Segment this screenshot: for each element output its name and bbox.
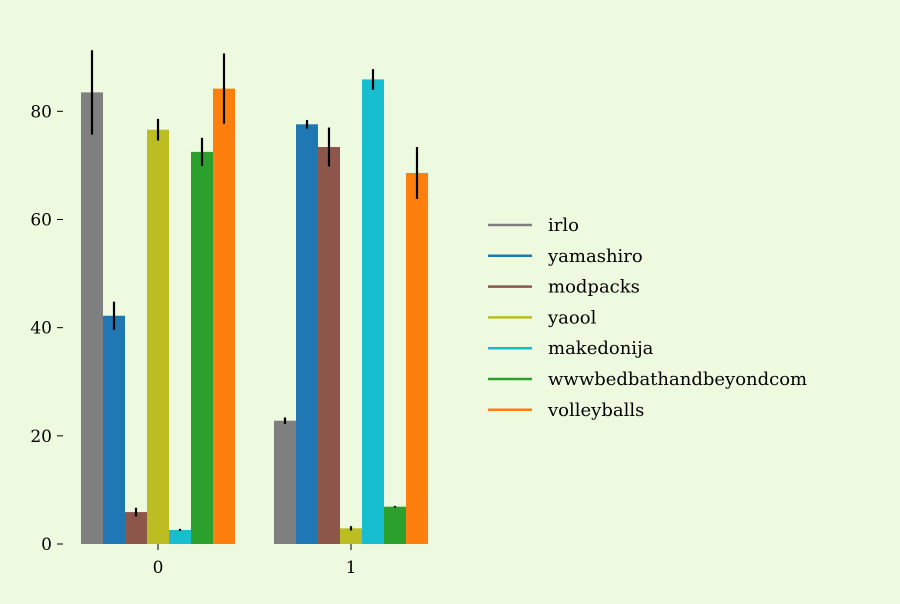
legend-label-modpacks: modpacks bbox=[548, 277, 640, 298]
y-tick-label: 0 bbox=[41, 535, 52, 555]
legend-label-volleyballs: volleyballs bbox=[547, 400, 644, 421]
bar-wwwbedbathandbeyondcom-0 bbox=[191, 151, 213, 544]
y-tick-label: 20 bbox=[30, 427, 52, 447]
y-tick-label: 40 bbox=[30, 319, 52, 339]
y-tick-label: 80 bbox=[30, 102, 52, 122]
x-tick-label: 0 bbox=[153, 558, 164, 578]
bar-modpacks-0 bbox=[125, 512, 147, 544]
bar-yaool-0 bbox=[147, 129, 169, 544]
bar-volleyballs-0 bbox=[213, 88, 235, 544]
y-tick-label: 60 bbox=[30, 210, 52, 230]
legend-label-irlo: irlo bbox=[548, 215, 579, 236]
bar-makedonija-0 bbox=[169, 529, 191, 544]
bar-irlo-0 bbox=[81, 92, 103, 545]
legend-label-yamashiro: yamashiro bbox=[547, 246, 643, 267]
bar-wwwbedbathandbeyondcom-1 bbox=[384, 506, 406, 544]
legend-label-yaool: yaool bbox=[547, 307, 597, 328]
bar-volleyballs-1 bbox=[406, 172, 428, 544]
bar-makedonija-1 bbox=[362, 79, 384, 545]
bar-modpacks-1 bbox=[318, 147, 340, 544]
bar-yamashiro-0 bbox=[103, 315, 125, 544]
legend-label-wwwbedbathandbeyondcom: wwwbedbathandbeyondcom bbox=[548, 369, 807, 390]
bar-irlo-1 bbox=[274, 420, 296, 544]
bar-yamashiro-1 bbox=[296, 124, 318, 544]
legend-label-makedonija: makedonija bbox=[548, 338, 654, 359]
x-tick-label: 1 bbox=[346, 558, 357, 578]
bar-yaool-1 bbox=[340, 528, 362, 544]
